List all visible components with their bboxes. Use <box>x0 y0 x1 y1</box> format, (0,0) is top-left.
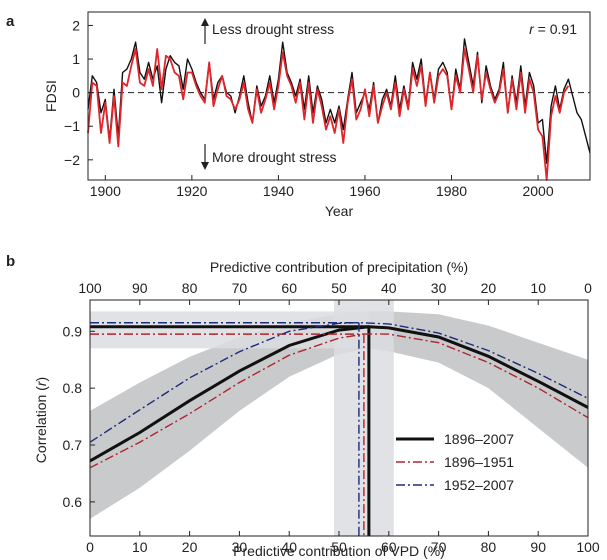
panel-a-ticks: 1900 1920 1940 1960 1980 2000 −2 −1 0 1 2 <box>64 17 554 199</box>
x-tick-label: 0 <box>86 539 94 555</box>
x-tick-label: 50 <box>331 539 347 555</box>
x-tick-label: 1940 <box>263 183 294 199</box>
panel-b-ylabel-close: ) <box>33 377 49 382</box>
series-line-1896–1951 <box>89 333 589 469</box>
panel-b-ylabel-main: Correlation ( <box>33 386 49 463</box>
x2-tick-label: 70 <box>232 280 248 296</box>
y-tick-label: −1 <box>64 118 80 134</box>
x-tick-label: 30 <box>232 539 248 555</box>
panel-a-ylabel: FDSI <box>43 80 59 112</box>
x2-tick-label: 10 <box>530 280 546 296</box>
fdsi-modeled-line <box>87 48 570 181</box>
x-tick-label: 100 <box>576 539 600 555</box>
x2-tick-label: 0 <box>584 280 592 296</box>
x2-tick-label: 30 <box>431 280 447 296</box>
panel-b-letter: b <box>6 253 15 270</box>
legend-label: 1896–1951 <box>444 454 514 470</box>
more-drought-stress-label: More drought stress <box>212 149 337 165</box>
panel-a-frame <box>87 11 591 181</box>
y-tick-label: 0.9 <box>63 323 83 339</box>
series-line-1896–2007 <box>89 325 589 463</box>
y-tick-label: 0.8 <box>63 380 83 396</box>
correlation-symbol: r <box>529 21 535 37</box>
panel-b-x2label: Predictive contribution of precipitation… <box>210 259 468 275</box>
x-tick-label: 1980 <box>436 183 467 199</box>
x-tick-label: 20 <box>182 539 198 555</box>
x2-tick-label: 20 <box>481 280 497 296</box>
panel-b-chart: b 01001090208030704060505060407030802090… <box>6 253 600 559</box>
optimum-r-band <box>90 311 369 349</box>
panel-b-xlabel: Predictive contribution of VPD (%) <box>233 543 445 559</box>
x2-tick-label: 80 <box>182 280 198 296</box>
x-tick-label: 70 <box>431 539 447 555</box>
x2-tick-label: 40 <box>381 280 397 296</box>
x2-tick-label: 100 <box>78 280 102 296</box>
y-tick-label: −2 <box>64 152 80 168</box>
panel-b-ylabel-r: r <box>33 380 49 386</box>
panel-b-legend: 1896–2007 1896–1951 1952–2007 <box>396 431 514 493</box>
x-tick-label: 90 <box>530 539 546 555</box>
panel-b-ylabel: Correlation (r) <box>33 377 49 463</box>
up-arrow-head <box>201 18 209 26</box>
x-tick-label: 80 <box>481 539 497 555</box>
correlation-value: = 0.91 <box>534 21 577 37</box>
panel-b-ticks: 0100109020803070406050506040703080209010… <box>63 280 600 555</box>
x-tick-label: 2000 <box>522 183 553 199</box>
x2-tick-label: 60 <box>281 280 297 296</box>
y-tick-label: 0.7 <box>63 437 83 453</box>
panel-a-annotations: Less drought stress More drought stress … <box>212 21 577 165</box>
y-tick-label: 1 <box>72 51 80 67</box>
x2-tick-label: 50 <box>331 280 347 296</box>
down-arrow-head <box>201 162 209 170</box>
y-tick-label: 0 <box>72 85 80 101</box>
x-tick-label: 1920 <box>176 183 207 199</box>
x-tick-label: 1900 <box>90 183 121 199</box>
legend-label: 1896–2007 <box>444 431 514 447</box>
confidence-band <box>90 311 588 519</box>
panel-a-letter: a <box>6 13 15 30</box>
correlation-label: r = 0.91 <box>529 21 577 37</box>
x-tick-label: 10 <box>132 539 148 555</box>
x-tick-label: 1960 <box>349 183 380 199</box>
x2-tick-label: 90 <box>132 280 148 296</box>
y-tick-label: 2 <box>72 17 80 33</box>
panel-a-xlabel: Year <box>325 203 354 219</box>
less-drought-stress-label: Less drought stress <box>212 21 334 37</box>
y-tick-label: 0.6 <box>63 494 83 510</box>
x-tick-label: 60 <box>381 539 397 555</box>
x-tick-label: 40 <box>281 539 297 555</box>
legend-label: 1952–2007 <box>444 477 514 493</box>
panel-a-chart: a 1900 1920 1940 1960 1980 2000 −2 −1 0 1 2 Less d… <box>6 11 591 219</box>
